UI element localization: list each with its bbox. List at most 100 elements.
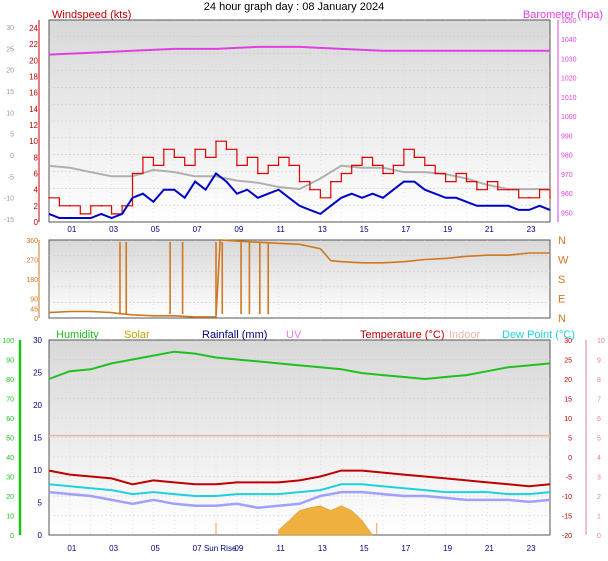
compass-label: S xyxy=(558,274,565,286)
x-tick-label: 05 xyxy=(151,225,160,234)
wind-tick-label: 2 xyxy=(34,202,39,211)
uv-tick-label: 6 xyxy=(597,416,601,423)
humidity-tick-label: 30 xyxy=(6,475,14,482)
windspeed-point xyxy=(361,156,363,159)
inner-tick-label: 20 xyxy=(33,401,42,410)
x-tick-label: 17 xyxy=(401,225,410,234)
humidity-tick-label: 0 xyxy=(10,533,14,540)
windspeed-point xyxy=(79,213,82,215)
barometer-line xyxy=(48,45,550,56)
uv-tick-label: 3 xyxy=(597,475,601,482)
windspeed-point xyxy=(288,164,290,167)
humidity-tick-label: 90 xyxy=(6,358,14,365)
windspeed-point xyxy=(58,205,61,207)
windspeed-point xyxy=(392,164,395,167)
temp-outer-tick-label: 20 xyxy=(6,68,14,75)
humidity-tick-label: 60 xyxy=(6,416,14,423)
windspeed-point xyxy=(350,164,353,167)
compass-label: N xyxy=(558,235,566,247)
windspeed-point xyxy=(434,172,436,175)
inner-tick-label: 5 xyxy=(38,499,43,508)
temp-outer-tick-label: -10 xyxy=(4,196,14,203)
windspeed-point xyxy=(371,164,374,167)
x-tick-label: 15 xyxy=(360,544,369,553)
temp-outer-tick-label: 30 xyxy=(6,25,14,32)
humidity-tick-label: 100 xyxy=(2,338,14,345)
uv-tick-label: 8 xyxy=(597,377,601,384)
baro-axis-title: Barometer (hpa) xyxy=(523,9,603,21)
uv-tick-label: 1 xyxy=(597,514,601,521)
dir-tick-label: 45 xyxy=(30,306,38,313)
windspeed-point xyxy=(142,156,144,159)
wind-tick-label: 4 xyxy=(34,186,39,195)
temp-outer-tick-label: -15 xyxy=(4,217,14,224)
uv-tick-label: 2 xyxy=(597,494,601,501)
baro-tick-label: 1000 xyxy=(561,114,577,121)
legend-item: Indoor xyxy=(449,329,481,341)
x-tick-label: 21 xyxy=(485,544,494,553)
temp-outer-tick-label: 10 xyxy=(6,110,14,117)
dir-tick-label: 180 xyxy=(26,277,38,284)
wind-tick-label: 22 xyxy=(29,40,38,49)
wind-tick-label: 20 xyxy=(29,56,38,65)
x-tick-label: 01 xyxy=(67,544,76,553)
windspeed-point xyxy=(110,213,113,215)
wind-tick-label: 12 xyxy=(29,121,38,130)
windspeed-point xyxy=(236,164,238,167)
temp-outer-tick-label: 0 xyxy=(10,153,14,160)
inner-tick-label: 10 xyxy=(33,466,42,475)
windspeed-point xyxy=(455,172,457,175)
x-tick-label: 07 xyxy=(193,225,202,234)
x-tick-label: 01 xyxy=(67,225,76,234)
inner-tick-label: 30 xyxy=(33,336,42,345)
dir-panel-bg xyxy=(48,239,551,319)
sunrise-label: Sun Rise xyxy=(204,544,237,553)
x-tick-label: 03 xyxy=(109,544,118,553)
legend-item: Dew Point (°C) xyxy=(502,329,575,341)
windspeed-point xyxy=(194,148,196,151)
windspeed-point xyxy=(403,148,405,151)
temp-tick-label: 15 xyxy=(564,397,572,404)
temp-tick-label: 0 xyxy=(568,455,572,462)
humidity-line xyxy=(48,350,551,381)
windspeed-point xyxy=(69,205,71,207)
wind-tick-label: 24 xyxy=(29,24,38,33)
windspeed-point xyxy=(89,205,92,207)
baro-tick-label: 990 xyxy=(561,133,573,140)
temp-outer-tick-label: 15 xyxy=(6,89,14,96)
wind-tick-label: 16 xyxy=(29,89,38,98)
windspeed-point xyxy=(48,196,50,199)
humidity-tick-label: 20 xyxy=(6,494,14,501)
wind-direction-line xyxy=(48,239,550,318)
wind-tick-label: 0 xyxy=(34,218,39,227)
x-tick-label: 21 xyxy=(485,225,494,234)
x-tick-label: 07 xyxy=(193,544,202,553)
wind-tick-label: 8 xyxy=(34,153,39,162)
humidity-tick-label: 70 xyxy=(6,397,14,404)
temp-outer-tick-label: 25 xyxy=(6,46,14,53)
windspeed-point xyxy=(100,205,102,207)
solar-area xyxy=(278,505,374,536)
wind-tick-label: 10 xyxy=(29,137,38,146)
baro-tick-label: 960 xyxy=(561,191,573,198)
page-title: 24 hour graph day : 08 January 2024 xyxy=(204,1,384,13)
uv-tick-label: 7 xyxy=(597,397,601,404)
average-wind-line xyxy=(48,172,551,220)
temp-outer-tick-label: -5 xyxy=(8,174,14,181)
windspeed-point xyxy=(204,156,207,159)
windspeed-point xyxy=(476,188,478,191)
windspeed-point xyxy=(121,205,123,207)
temperature-line xyxy=(48,469,551,488)
wind-tick-label: 14 xyxy=(29,105,38,114)
windspeed-point xyxy=(163,148,165,151)
x-tick-label: 17 xyxy=(401,544,410,553)
inner-tick-label: 0 xyxy=(38,531,43,540)
baro-tick-label: 970 xyxy=(561,172,573,179)
x-tick-label: 03 xyxy=(109,225,118,234)
windspeed-point xyxy=(277,156,280,159)
windspeed-point xyxy=(517,196,520,199)
x-tick-label: 23 xyxy=(527,544,536,553)
dew-point-line xyxy=(48,483,551,497)
windspeed-point xyxy=(183,164,186,167)
uv-tick-label: 5 xyxy=(597,436,601,443)
